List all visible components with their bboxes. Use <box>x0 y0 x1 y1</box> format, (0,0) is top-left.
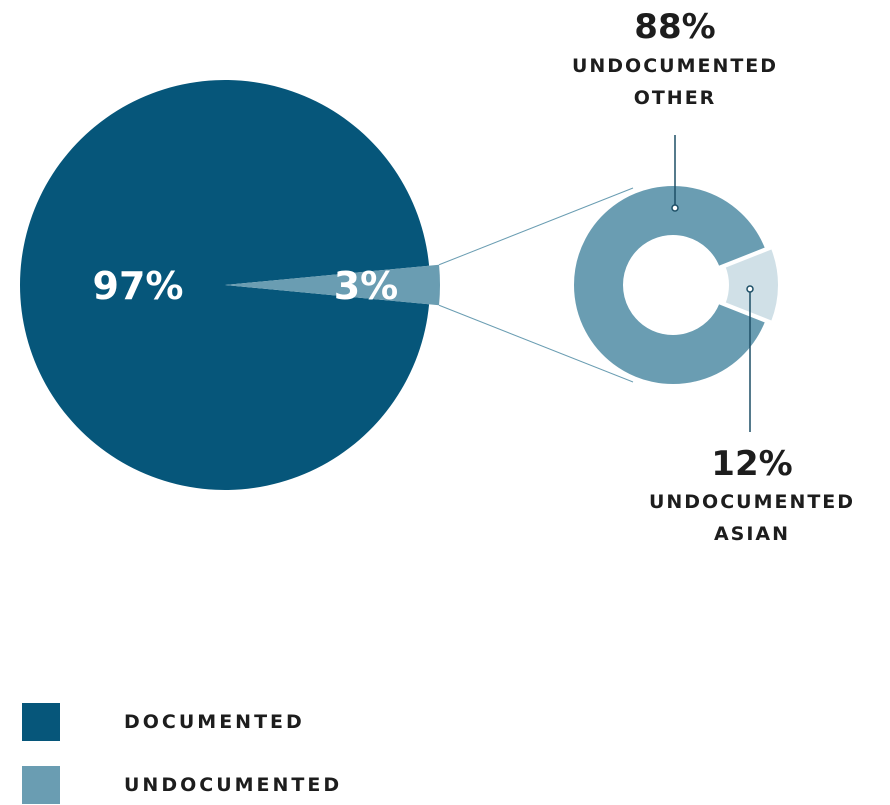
legend-item-undocumented: UNDOCUMENTED <box>22 765 342 805</box>
donut-slice-asian <box>723 246 780 324</box>
donut-breakdown <box>572 184 780 386</box>
connector-line-top <box>438 187 634 266</box>
legend-item-documented: DOCUMENTED <box>22 702 305 742</box>
donut-cat-label-asian-line1: UNDOCUMENTED <box>649 491 855 513</box>
pie-slice-undocumented <box>225 264 441 306</box>
chart-labels: 97% 3% 88% UNDOCUMENTED OTHER 12% UNDOCU… <box>93 7 855 545</box>
donut-cat-label-asian-line2: ASIAN <box>714 523 790 545</box>
main-pie <box>20 80 441 490</box>
callout-dot-asian <box>746 285 754 293</box>
callout-dot-other <box>671 204 679 212</box>
legend-swatch-documented <box>22 703 60 741</box>
donut-cat-label-other-line2: OTHER <box>634 87 717 109</box>
donut-pct-label-other: 88% <box>634 7 715 47</box>
connector-line-bottom <box>438 304 634 383</box>
legend-label-documented: DOCUMENTED <box>124 711 305 733</box>
donut-pct-label-asian: 12% <box>711 444 792 484</box>
donut-cat-label-other-line1: UNDOCUMENTED <box>572 55 778 77</box>
legend-swatch-undocumented <box>22 766 60 804</box>
callout-lines <box>671 135 754 432</box>
main-pct-label-documented: 97% <box>93 264 184 308</box>
pie-slice-documented <box>20 80 430 490</box>
legend-label-undocumented: UNDOCUMENTED <box>124 774 343 796</box>
main-pct-label-undocumented: 3% <box>334 264 399 308</box>
connector-lines <box>438 187 634 383</box>
donut-slice-other <box>572 184 768 386</box>
